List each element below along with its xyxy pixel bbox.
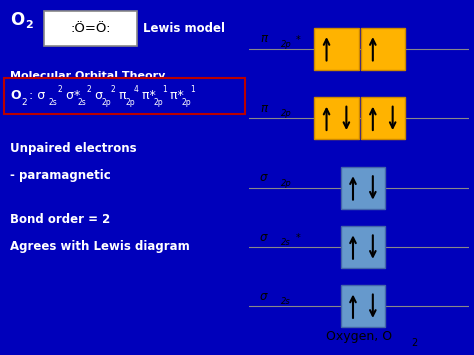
- Text: 2s: 2s: [281, 238, 291, 247]
- Text: Bond order = 2: Bond order = 2: [10, 213, 110, 226]
- Text: σ: σ: [91, 89, 103, 102]
- Text: 2s: 2s: [49, 98, 58, 107]
- Text: π*: π*: [138, 89, 156, 102]
- Text: Oxygen, O: Oxygen, O: [326, 330, 392, 343]
- Text: 2p: 2p: [102, 98, 111, 107]
- Text: 4: 4: [134, 85, 139, 94]
- Text: 1: 1: [162, 85, 167, 94]
- FancyBboxPatch shape: [361, 28, 405, 70]
- Text: Agrees with Lewis diagram: Agrees with Lewis diagram: [10, 240, 190, 253]
- Text: *: *: [296, 233, 301, 243]
- Text: 2: 2: [86, 85, 91, 94]
- Text: 2: 2: [25, 20, 33, 29]
- Text: Unpaired electrons: Unpaired electrons: [10, 142, 137, 155]
- FancyBboxPatch shape: [341, 167, 385, 209]
- Text: 2: 2: [21, 98, 27, 107]
- Text: 2: 2: [57, 85, 62, 94]
- Text: 2p: 2p: [281, 109, 292, 118]
- Text: 2s: 2s: [78, 98, 87, 107]
- Text: Molecular Orbital Theory: Molecular Orbital Theory: [10, 71, 165, 81]
- Text: Lewis model: Lewis model: [143, 22, 225, 35]
- Text: 2p: 2p: [182, 98, 191, 107]
- Text: 2p: 2p: [281, 179, 292, 188]
- FancyBboxPatch shape: [361, 97, 405, 140]
- Text: O: O: [10, 11, 24, 29]
- Text: :Ö=Ö:: :Ö=Ö:: [70, 22, 111, 35]
- FancyBboxPatch shape: [341, 285, 385, 327]
- Text: 2s: 2s: [281, 297, 291, 306]
- FancyBboxPatch shape: [341, 226, 385, 268]
- Text: σ: σ: [260, 290, 267, 303]
- Text: O: O: [10, 89, 21, 102]
- Text: 2p: 2p: [281, 40, 292, 49]
- Text: π: π: [260, 102, 267, 115]
- FancyBboxPatch shape: [314, 97, 359, 140]
- Text: σ: σ: [260, 231, 267, 244]
- Text: 2: 2: [411, 338, 417, 348]
- Text: 2p: 2p: [125, 98, 135, 107]
- Text: *: *: [296, 34, 301, 45]
- Text: 1: 1: [190, 85, 195, 94]
- FancyBboxPatch shape: [314, 28, 359, 70]
- FancyBboxPatch shape: [4, 78, 245, 114]
- Text: - paramagnetic: - paramagnetic: [10, 169, 111, 182]
- Text: π: π: [115, 89, 127, 102]
- Text: π: π: [260, 32, 267, 45]
- Text: σ*: σ*: [62, 89, 81, 102]
- Text: 2: 2: [110, 85, 115, 94]
- FancyBboxPatch shape: [44, 11, 137, 46]
- Text: : σ: : σ: [29, 89, 45, 102]
- Text: π*: π*: [166, 89, 184, 102]
- Text: 2p: 2p: [153, 98, 163, 107]
- Text: σ: σ: [260, 171, 267, 185]
